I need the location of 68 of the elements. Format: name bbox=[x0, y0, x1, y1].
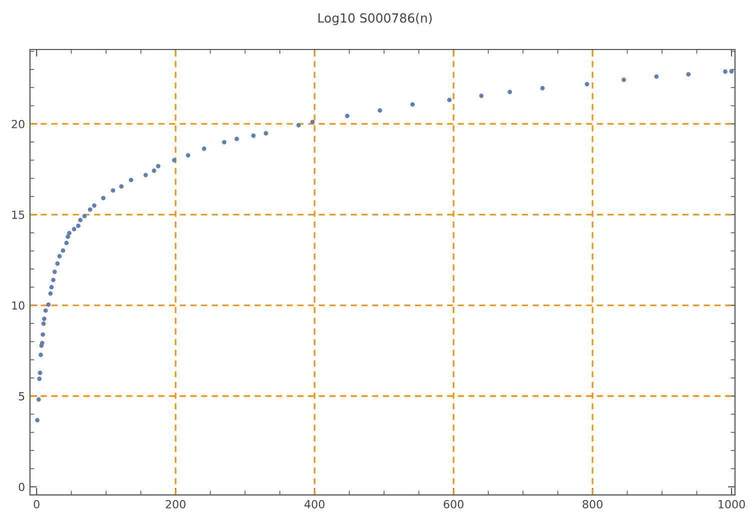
point bbox=[172, 158, 176, 162]
point bbox=[686, 72, 691, 77]
point bbox=[186, 153, 190, 158]
point bbox=[36, 397, 41, 402]
point bbox=[88, 207, 92, 212]
point bbox=[72, 226, 76, 232]
point bbox=[128, 178, 134, 182]
point bbox=[40, 332, 46, 337]
point bbox=[345, 114, 350, 118]
point bbox=[46, 302, 51, 307]
point bbox=[41, 321, 46, 326]
point bbox=[51, 278, 56, 282]
x-tick-label: 200 bbox=[166, 500, 186, 508]
point bbox=[38, 370, 42, 376]
point bbox=[92, 203, 96, 208]
x-tick-label: 800 bbox=[582, 500, 602, 508]
point bbox=[729, 69, 734, 74]
chart-title: Log10 S000786(n) bbox=[318, 13, 432, 26]
point bbox=[48, 291, 53, 296]
point bbox=[310, 120, 315, 124]
point bbox=[144, 172, 148, 178]
y-tick-label: 5 bbox=[18, 392, 24, 400]
point bbox=[57, 254, 62, 258]
point bbox=[156, 164, 160, 168]
point bbox=[42, 316, 46, 321]
point bbox=[110, 188, 116, 193]
point bbox=[584, 82, 590, 86]
point bbox=[37, 376, 42, 382]
point bbox=[251, 133, 256, 138]
point bbox=[35, 418, 40, 422]
point bbox=[67, 230, 72, 236]
point bbox=[222, 140, 226, 144]
point bbox=[479, 94, 484, 98]
point bbox=[60, 248, 66, 253]
point bbox=[52, 270, 57, 274]
point bbox=[64, 240, 69, 246]
x-tick-label: 0 bbox=[34, 500, 40, 508]
y-tick-label: 20 bbox=[12, 120, 24, 128]
point bbox=[410, 102, 415, 107]
point bbox=[296, 122, 301, 128]
point bbox=[152, 168, 156, 173]
point bbox=[101, 196, 106, 200]
point bbox=[378, 108, 382, 113]
point bbox=[49, 284, 54, 290]
point bbox=[508, 90, 512, 94]
x-tick-label: 600 bbox=[444, 500, 464, 508]
point bbox=[43, 308, 48, 313]
point bbox=[55, 261, 60, 266]
point bbox=[202, 146, 206, 151]
point bbox=[654, 74, 659, 79]
y-tick-label: 10 bbox=[12, 301, 24, 310]
point bbox=[78, 218, 83, 222]
point bbox=[540, 86, 545, 90]
x-tick-label: 1000 bbox=[718, 500, 745, 508]
point bbox=[119, 184, 124, 189]
point bbox=[76, 224, 80, 228]
point bbox=[66, 234, 70, 239]
point bbox=[38, 352, 43, 358]
point bbox=[234, 136, 239, 142]
point bbox=[622, 78, 626, 82]
point bbox=[40, 340, 44, 346]
y-tick-label: 0 bbox=[18, 482, 24, 492]
x-tick-label: 400 bbox=[304, 500, 324, 508]
point bbox=[264, 131, 268, 136]
point bbox=[82, 214, 87, 218]
point bbox=[447, 98, 452, 102]
y-tick-label: 15 bbox=[12, 210, 24, 219]
point bbox=[723, 69, 728, 74]
